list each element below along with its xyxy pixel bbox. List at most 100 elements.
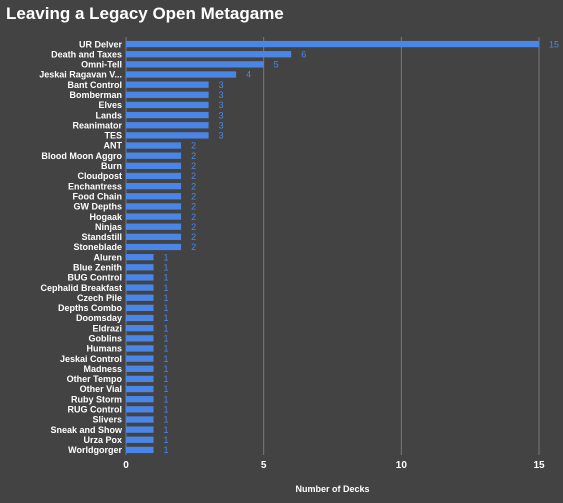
value-label: 1 bbox=[164, 283, 169, 293]
value-label: 1 bbox=[164, 354, 169, 364]
category-label: Elves bbox=[98, 100, 122, 110]
category-label: Ruby Storm bbox=[71, 394, 122, 404]
category-label: Depths Combo bbox=[58, 303, 123, 313]
bar bbox=[126, 406, 154, 413]
value-label: 1 bbox=[164, 313, 169, 323]
value-label: 1 bbox=[164, 425, 169, 435]
bar bbox=[126, 122, 209, 129]
x-tick-label: 15 bbox=[533, 460, 545, 471]
category-label: ANT bbox=[104, 141, 123, 151]
category-label: Urza Pox bbox=[83, 435, 122, 445]
x-tick-label: 10 bbox=[396, 460, 408, 471]
bar bbox=[126, 385, 154, 393]
category-label: Goblins bbox=[89, 334, 123, 344]
value-label: 2 bbox=[191, 242, 196, 252]
bar bbox=[126, 375, 154, 383]
category-label: Cephalid Breakfast bbox=[40, 283, 122, 293]
category-label: BUG Control bbox=[68, 273, 123, 283]
category-label: Madness bbox=[83, 364, 122, 374]
category-label: Sneak and Show bbox=[50, 425, 123, 435]
bar bbox=[126, 162, 182, 169]
value-label: 1 bbox=[164, 415, 169, 425]
bar bbox=[126, 345, 154, 352]
value-label: 1 bbox=[164, 445, 169, 455]
value-label: 2 bbox=[191, 161, 196, 171]
bar bbox=[126, 203, 182, 210]
value-label: 1 bbox=[164, 334, 169, 344]
value-label: 2 bbox=[191, 181, 196, 191]
category-label: Death and Taxes bbox=[51, 49, 122, 59]
value-label: 6 bbox=[301, 49, 306, 59]
bar bbox=[126, 446, 154, 454]
category-label: Food Chain bbox=[73, 191, 123, 201]
category-label: Bant Control bbox=[68, 80, 123, 90]
bar bbox=[126, 264, 154, 271]
bar bbox=[126, 40, 539, 48]
bar bbox=[126, 101, 209, 109]
category-label: Blue Zenith bbox=[73, 262, 122, 272]
value-label: 3 bbox=[219, 80, 224, 90]
bar bbox=[126, 142, 182, 149]
category-label: TES bbox=[104, 131, 122, 141]
bar bbox=[126, 284, 154, 291]
bar bbox=[126, 81, 209, 88]
bar bbox=[126, 182, 182, 190]
category-label: Jeskai Control bbox=[60, 354, 122, 364]
value-label: 2 bbox=[191, 222, 196, 232]
value-label: 4 bbox=[246, 70, 251, 80]
bar bbox=[126, 365, 154, 372]
bar bbox=[126, 223, 182, 230]
category-label: UR Delver bbox=[79, 39, 123, 49]
value-label: 2 bbox=[191, 232, 196, 242]
bar bbox=[126, 172, 182, 180]
bar bbox=[126, 61, 264, 68]
bar bbox=[126, 152, 182, 159]
bar bbox=[126, 71, 237, 78]
value-label: 1 bbox=[164, 323, 169, 333]
category-label: Lands bbox=[95, 110, 122, 120]
category-label: Ninjas bbox=[95, 222, 122, 232]
value-label: 3 bbox=[219, 131, 224, 141]
bar bbox=[126, 355, 154, 362]
category-label: Slivers bbox=[92, 415, 122, 425]
value-label: 3 bbox=[219, 100, 224, 110]
value-label: 2 bbox=[191, 141, 196, 151]
category-label: RUG Control bbox=[68, 405, 123, 415]
value-label: 1 bbox=[164, 394, 169, 404]
x-tick-label: 0 bbox=[123, 460, 129, 471]
bar bbox=[126, 294, 154, 301]
value-label: 15 bbox=[549, 39, 559, 49]
bar bbox=[126, 111, 209, 119]
value-label: 2 bbox=[191, 151, 196, 161]
value-label: 1 bbox=[164, 364, 169, 374]
category-label: Reanimator bbox=[72, 120, 122, 130]
value-label: 1 bbox=[164, 262, 169, 272]
value-label: 1 bbox=[164, 384, 169, 394]
bar bbox=[126, 91, 209, 98]
category-label: Jeskai Ragavan V... bbox=[39, 70, 122, 80]
category-label: Czech Pile bbox=[77, 293, 122, 303]
bar bbox=[126, 335, 154, 342]
value-label: 1 bbox=[164, 435, 169, 445]
value-label: 1 bbox=[164, 405, 169, 415]
category-label: GW Depths bbox=[74, 202, 123, 212]
value-label: 3 bbox=[219, 120, 224, 130]
category-label: Humans bbox=[86, 344, 122, 354]
value-label: 2 bbox=[191, 191, 196, 201]
category-label: Hogaak bbox=[89, 212, 123, 222]
value-label: 5 bbox=[274, 60, 279, 70]
bar bbox=[126, 213, 182, 220]
category-label: Eldrazi bbox=[92, 323, 122, 333]
category-label: Other Tempo bbox=[67, 374, 123, 384]
value-label: 1 bbox=[164, 273, 169, 283]
bar bbox=[126, 243, 182, 251]
bar bbox=[126, 416, 154, 423]
category-label: Blood Moon Aggro bbox=[41, 151, 122, 161]
category-label: Omni-Tell bbox=[81, 60, 122, 70]
chart-title: Leaving a Legacy Open Metagame bbox=[6, 4, 284, 23]
category-label: Other Vial bbox=[80, 384, 122, 394]
category-label: Standstill bbox=[81, 232, 122, 242]
category-label: Stoneblade bbox=[73, 242, 122, 252]
x-axis-title: Number of Decks bbox=[295, 484, 369, 494]
